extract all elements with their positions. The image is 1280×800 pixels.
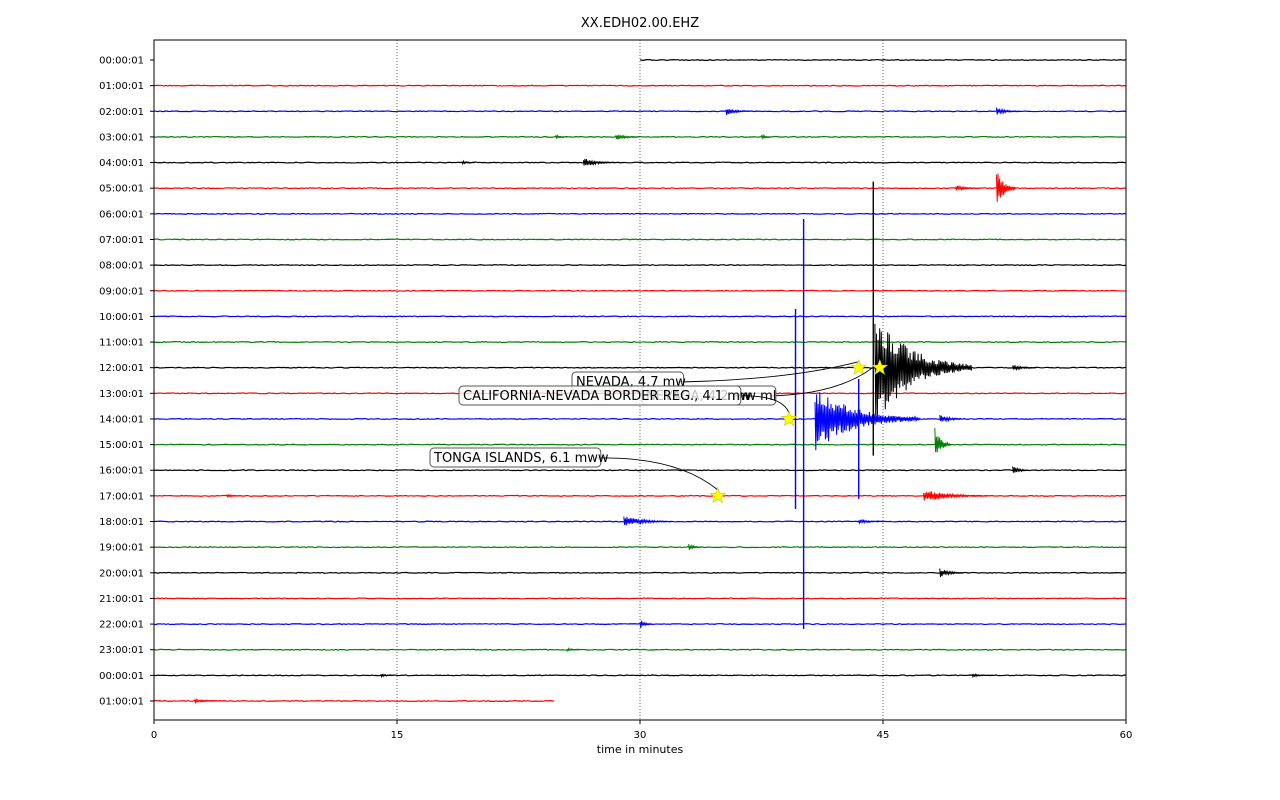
seismic-burst <box>226 493 244 499</box>
trace-row <box>153 238 1127 241</box>
trace-row <box>639 58 1127 62</box>
row-label: 13:00:01 <box>99 389 144 400</box>
x-axis: 0 15 30 45 60 <box>151 720 1133 741</box>
row-label: 14:00:01 <box>99 414 144 425</box>
row-label: 16:00:01 <box>99 466 144 477</box>
x-tick-label: 0 <box>151 730 157 741</box>
seismic-burst <box>814 392 921 451</box>
seismic-burst <box>939 568 964 578</box>
row-label: 02:00:01 <box>99 107 144 118</box>
seismic-burst <box>1012 364 1037 372</box>
row-labels: 00:00:01 01:00:01 02:00:01 03:00:01 04:00:01… <box>99 56 154 708</box>
event-star-icon <box>850 358 868 375</box>
row-label: 01:00:01 <box>99 697 144 708</box>
seismic-burst <box>939 415 964 423</box>
row-label: 20:00:01 <box>99 568 144 579</box>
trace-row <box>153 597 1127 600</box>
seismic-burst <box>555 134 569 139</box>
row-label: 10:00:01 <box>99 312 144 323</box>
row-label: 17:00:01 <box>99 491 144 502</box>
event-label: CALIFORNIA-NEVADA BORDER REG., 4.1 mw <box>463 389 751 404</box>
event-connector <box>677 361 859 383</box>
row-label: 08:00:01 <box>99 261 144 272</box>
event-connector <box>594 457 719 491</box>
trace-row <box>153 187 1127 190</box>
trace-row <box>153 546 1127 549</box>
trace-row <box>153 161 1127 164</box>
event-connector <box>769 361 881 397</box>
seismic-burst <box>615 134 640 140</box>
trace-row <box>153 417 1127 420</box>
trace-row <box>153 264 1127 267</box>
row-label: 01:00:01 <box>99 81 144 92</box>
row-label: 00:00:01 <box>99 671 144 682</box>
seismic-burst <box>461 159 475 166</box>
seismic-burst <box>761 133 772 140</box>
row-label: 07:00:01 <box>99 235 144 246</box>
chart-title: XX.EDH02.00.EHZ <box>581 16 699 31</box>
row-label: 00:00:01 <box>99 56 144 67</box>
seismic-burst <box>725 109 751 115</box>
seismic-burst <box>582 158 616 166</box>
row-label: 03:00:01 <box>99 132 144 143</box>
event-label-box <box>458 385 742 406</box>
seismic-burst <box>995 173 1017 202</box>
x-axis-label: time in minutes <box>597 743 684 756</box>
event-markers: NEVADA, 4.7 mwNEVADA, 4.2 mw mlCALIFORNI… <box>429 358 889 504</box>
row-label: 19:00:01 <box>99 543 144 554</box>
seismic-burst <box>995 107 1021 115</box>
row-label: 04:00:01 <box>99 158 144 169</box>
seismic-burst <box>858 518 891 525</box>
seismic-burst <box>639 620 654 628</box>
trace-row <box>153 315 1127 318</box>
x-tick-label: 45 <box>877 730 890 741</box>
event-connector <box>734 395 790 414</box>
seismic-burst <box>971 672 992 679</box>
x-tick-label: 60 <box>1120 730 1133 741</box>
row-label: 06:00:01 <box>99 209 144 220</box>
row-label: 21:00:01 <box>99 594 144 605</box>
seismic-burst <box>1012 466 1029 473</box>
row-label: 11:00:01 <box>99 338 144 349</box>
trace-row <box>153 212 1127 215</box>
event-label: TONGA ISLANDS, 6.1 mww <box>433 451 609 466</box>
event-label-box <box>429 447 602 468</box>
event-star-icon <box>709 487 727 504</box>
seismic-burst <box>874 323 973 422</box>
x-tick-label: 15 <box>391 730 404 741</box>
traces <box>153 58 1127 705</box>
seismic-burst <box>923 491 989 501</box>
trace-row <box>153 648 1127 651</box>
plot-frame <box>153 39 1127 721</box>
trace-row <box>153 571 1127 574</box>
event-star-icon <box>871 358 889 375</box>
trace-row <box>153 289 1127 292</box>
seismic-burst <box>380 673 394 679</box>
row-label: 18:00:01 <box>99 517 144 528</box>
trace-row <box>153 135 1127 138</box>
row-label: 22:00:01 <box>99 620 144 631</box>
event-star-icon <box>780 410 798 427</box>
trace-row <box>153 84 1127 87</box>
seismic-burst <box>623 516 673 526</box>
seismic-burst <box>688 543 702 551</box>
row-label: 23:00:01 <box>99 645 144 656</box>
seismic-burst <box>194 697 227 705</box>
trace-row <box>153 469 1127 472</box>
trace-row <box>153 341 1127 344</box>
row-label: 12:00:01 <box>99 363 144 374</box>
row-label: 09:00:01 <box>99 286 144 297</box>
row-label: 05:00:01 <box>99 184 144 195</box>
seismic-burst <box>566 647 581 653</box>
seismic-burst <box>934 427 952 453</box>
trace-row <box>153 110 1127 113</box>
trace-row <box>153 674 1127 677</box>
seismic-burst <box>955 184 981 192</box>
row-label: 15:00:01 <box>99 440 144 451</box>
trace-row <box>153 443 1127 446</box>
x-tick-label: 30 <box>634 730 647 741</box>
